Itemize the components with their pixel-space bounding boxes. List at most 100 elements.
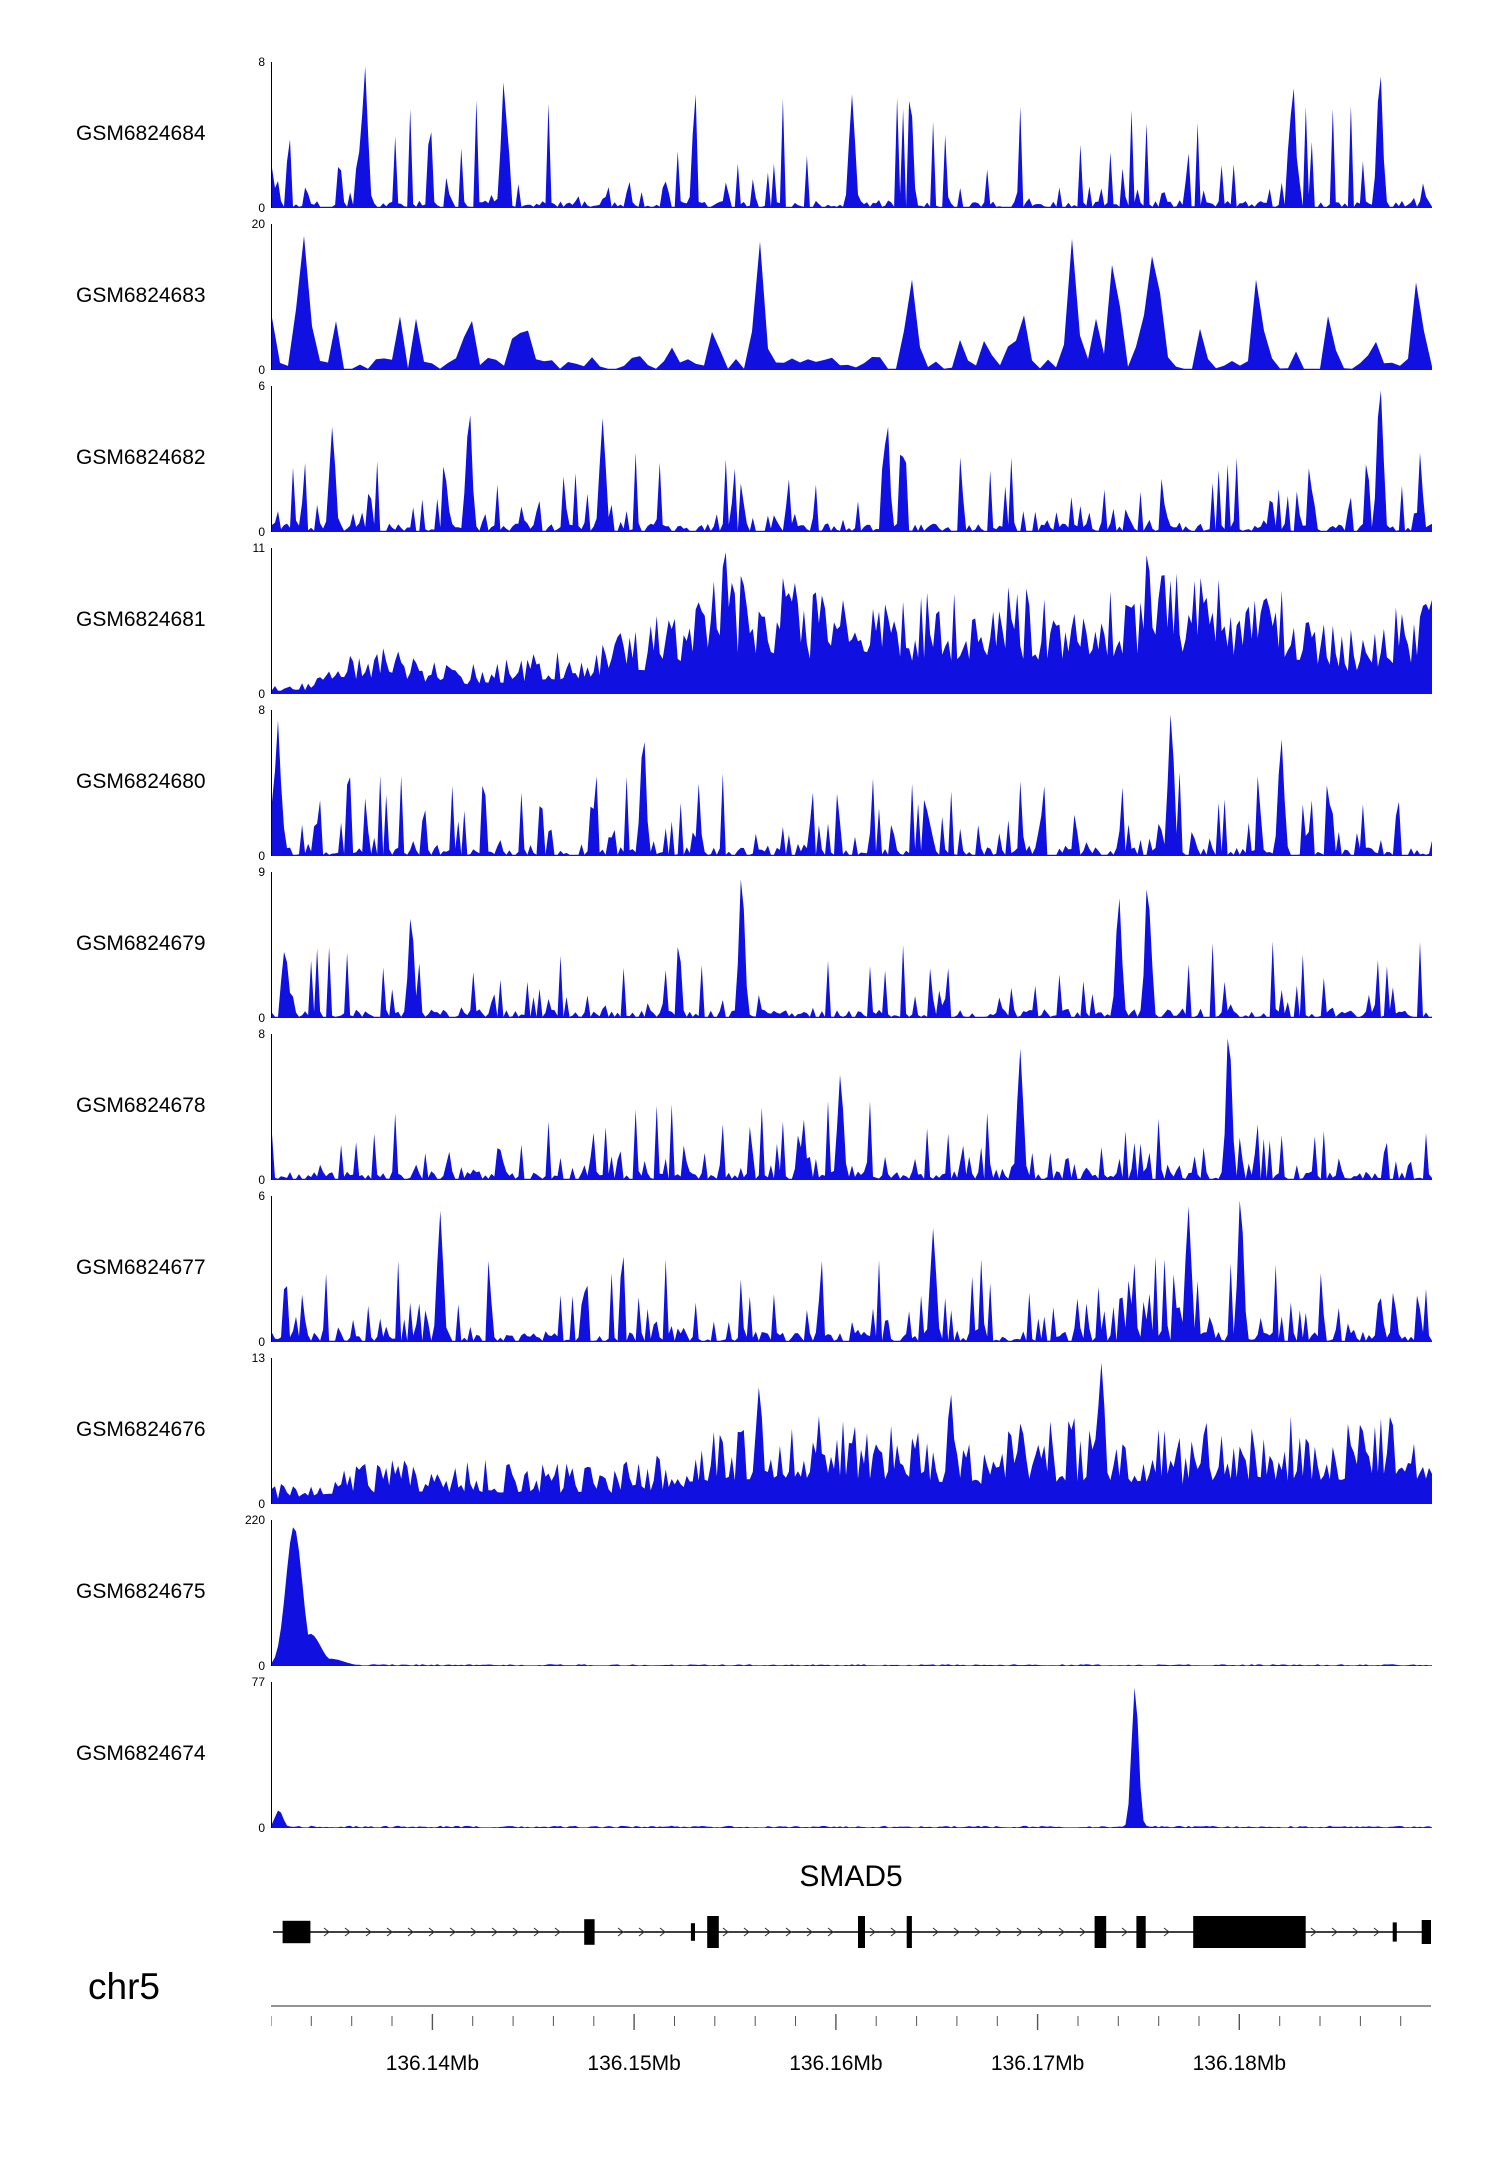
- y-axis-max-label: 9: [258, 865, 265, 879]
- strand-arrow-icon: [932, 1927, 939, 1937]
- track-label: GSM6824682: [76, 446, 206, 469]
- strand-arrow-icon: [1331, 1927, 1338, 1937]
- exon-block: [1421, 1920, 1431, 1944]
- y-axis-line: [271, 386, 272, 532]
- strand-arrow-icon: [512, 1927, 519, 1937]
- chromosome-label: chr5: [88, 1966, 160, 2007]
- y-axis-line: [271, 1520, 272, 1666]
- strand-arrow-icon: [617, 1927, 624, 1937]
- y-axis-line: [271, 872, 272, 1018]
- strand-arrow-icon: [869, 1927, 876, 1937]
- coverage-signal: [272, 1687, 1432, 1828]
- strand-arrow-icon: [995, 1927, 1002, 1937]
- exon-block: [584, 1919, 595, 1945]
- coverage-track-GSM6824676: GSM6824676 13 0: [0, 1351, 1500, 1511]
- y-axis-zero-label: 0: [258, 1497, 265, 1511]
- y-axis-max-label: 11: [252, 541, 265, 555]
- strand-arrow-icon: [785, 1927, 792, 1937]
- axis-tick-label: 136.17Mb: [991, 2052, 1084, 2075]
- axis-tick-label: 136.16Mb: [789, 2052, 882, 2075]
- y-axis-max-label: 77: [251, 1675, 265, 1689]
- coverage-track-GSM6824683: GSM6824683 20 0: [0, 217, 1500, 377]
- strand-arrow-icon: [1121, 1927, 1128, 1937]
- y-axis-zero-label: 0: [258, 1173, 265, 1187]
- track-label: GSM6824677: [76, 1256, 206, 1279]
- coverage-track-GSM6824681: GSM6824681 11 0: [0, 541, 1500, 701]
- y-axis-zero-label: 0: [258, 1659, 265, 1673]
- coverage-signal: [272, 1527, 1432, 1666]
- track-label: GSM6824675: [76, 1580, 206, 1603]
- strand-arrow-icon: [1037, 1927, 1044, 1937]
- strand-arrow-icon: [722, 1927, 729, 1937]
- strand-arrow-icon: [428, 1927, 435, 1937]
- y-axis-line: [271, 1358, 272, 1504]
- axis-tick-label: 136.18Mb: [1193, 2052, 1286, 2075]
- exon-block: [690, 1923, 695, 1941]
- y-axis-line: [271, 548, 272, 694]
- y-axis-line: [271, 1034, 272, 1180]
- strand-arrow-icon: [1079, 1927, 1086, 1937]
- y-axis-max-label: 13: [251, 1351, 265, 1365]
- axis-tick-label: 136.15Mb: [587, 2052, 680, 2075]
- genomic-axis: 136.14Mb 136.15Mb 136.16Mb 136.17Mb 136.18Mb: [271, 2005, 1431, 2075]
- y-axis-max-label: 6: [258, 379, 265, 393]
- strand-arrow-icon: [806, 1927, 813, 1937]
- strand-arrow-icon: [365, 1927, 372, 1937]
- y-axis-max-label: 8: [258, 1027, 265, 1041]
- gene-model-track: [273, 1916, 1431, 1948]
- coverage-track-GSM6824678: GSM6824678 8 0: [0, 1027, 1500, 1187]
- coverage-signal: [272, 1200, 1432, 1342]
- gene-name-label: SMAD5: [799, 1860, 903, 1893]
- strand-arrow-icon: [407, 1927, 414, 1937]
- y-axis-line: [271, 1682, 272, 1828]
- y-axis-zero-label: 0: [258, 1821, 265, 1835]
- strand-arrow-icon: [638, 1927, 645, 1937]
- y-axis-line: [271, 62, 272, 208]
- exon-block: [906, 1916, 912, 1948]
- exon-block: [707, 1916, 719, 1948]
- exon-block: [282, 1920, 311, 1944]
- coverage-signal: [272, 714, 1432, 856]
- strand-arrow-icon: [659, 1927, 666, 1937]
- strand-arrow-icon: [386, 1927, 393, 1937]
- coverage-track-GSM6824682: GSM6824682 6 0: [0, 379, 1500, 539]
- y-axis-zero-label: 0: [258, 363, 265, 377]
- strand-arrow-icon: [974, 1927, 981, 1937]
- coverage-signal: [272, 235, 1432, 370]
- y-axis-max-label: 8: [258, 55, 265, 69]
- strand-arrow-icon: [953, 1927, 960, 1937]
- y-axis-zero-label: 0: [258, 1335, 265, 1349]
- strand-arrow-icon: [323, 1927, 330, 1937]
- track-label: GSM6824678: [76, 1094, 206, 1117]
- track-label: GSM6824681: [76, 608, 206, 631]
- track-label: GSM6824680: [76, 770, 206, 793]
- coverage-track-GSM6824680: GSM6824680 8 0: [0, 703, 1500, 863]
- y-axis-zero-label: 0: [258, 1011, 265, 1025]
- y-axis-line: [271, 1196, 272, 1342]
- strand-arrow-icon: [764, 1927, 771, 1937]
- y-axis-zero-label: 0: [258, 849, 265, 863]
- exon-block: [1193, 1916, 1306, 1948]
- coverage-signal: [272, 552, 1432, 694]
- track-label: GSM6824676: [76, 1418, 206, 1441]
- strand-arrow-icon: [743, 1927, 750, 1937]
- coverage-track-GSM6824684: GSM6824684 8 0: [0, 55, 1500, 215]
- coverage-signal: [272, 879, 1432, 1018]
- coverage-track-GSM6824677: GSM6824677 6 0: [0, 1189, 1500, 1349]
- strand-arrow-icon: [1352, 1927, 1359, 1937]
- coverage-signal: [272, 390, 1432, 532]
- strand-arrow-icon: [344, 1927, 351, 1937]
- axis-tick-label: 136.14Mb: [386, 2052, 479, 2075]
- coverage-track-GSM6824675: GSM6824675 220 0: [0, 1513, 1500, 1673]
- exon-block: [1392, 1922, 1397, 1942]
- track-label: GSM6824674: [76, 1742, 206, 1765]
- strand-arrow-icon: [1310, 1927, 1317, 1937]
- y-axis-zero-label: 0: [258, 525, 265, 539]
- strand-arrow-icon: [827, 1927, 834, 1937]
- strand-arrow-icon: [533, 1927, 540, 1937]
- y-axis-zero-label: 0: [258, 687, 265, 701]
- strand-arrow-icon: [1058, 1927, 1065, 1937]
- strand-arrow-icon: [554, 1927, 561, 1937]
- exon-block: [1094, 1916, 1107, 1948]
